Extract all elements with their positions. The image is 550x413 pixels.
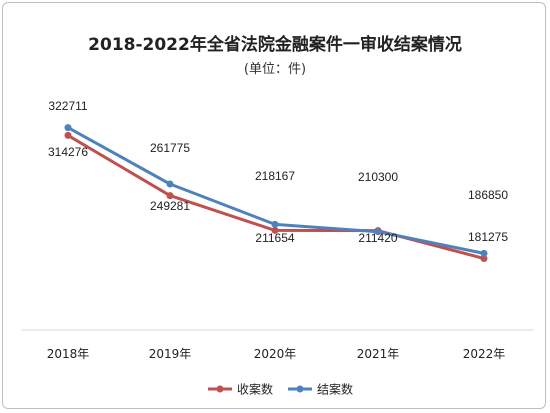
data-label-closed-2: 218167 [255,169,295,183]
data-point-closed-2 [271,220,279,228]
legend: 收案数 结案数 [208,382,353,397]
data-label-received-1: 249281 [150,199,190,213]
x-tick-label-3: 2021年 [357,347,400,361]
legend-marker-received [216,385,224,393]
legend-label-received: 收案数 [237,382,273,397]
data-point-closed-3 [374,228,382,236]
data-label-closed-3: 210300 [358,170,398,184]
data-point-closed-1 [166,180,174,188]
data-point-received-4 [480,255,488,262]
data-label-received-2: 211654 [255,231,294,245]
legend-marker-closed [296,385,304,393]
data-point-received-1 [166,192,174,200]
tick-layer: 2018年 2019年 2020年 2021年 2022年 [47,347,506,361]
data-label-received-3: 211420 [358,231,397,245]
chart-title: 2018-2022年全省法院金融案件一审收结案情况 [88,35,462,55]
series-layer [64,124,488,262]
data-point-received-0 [64,131,72,139]
data-point-received-2 [271,226,279,234]
data-point-closed-0 [64,124,72,132]
data-label-received-4: 181275 [468,230,508,244]
data-label-closed-4: 186850 [468,188,508,202]
label-layer: 322711 261775 218167 210300 186850 314276 2492… [48,99,508,245]
legend-label-closed: 结案数 [317,382,353,397]
data-label-received-0: 314276 [48,145,88,159]
data-point-closed-4 [480,249,488,257]
x-tick-label-4: 2022年 [463,347,506,361]
data-label-closed-1: 261775 [150,141,190,155]
x-tick-label-1: 2019年 [149,347,192,361]
chart-subtitle: (单位：件) [243,62,307,77]
chart-frame [2,2,546,409]
data-label-closed-0: 322711 [48,99,87,113]
x-tick-label-0: 2018年 [47,347,90,361]
x-tick-label-2: 2020年 [254,347,297,361]
